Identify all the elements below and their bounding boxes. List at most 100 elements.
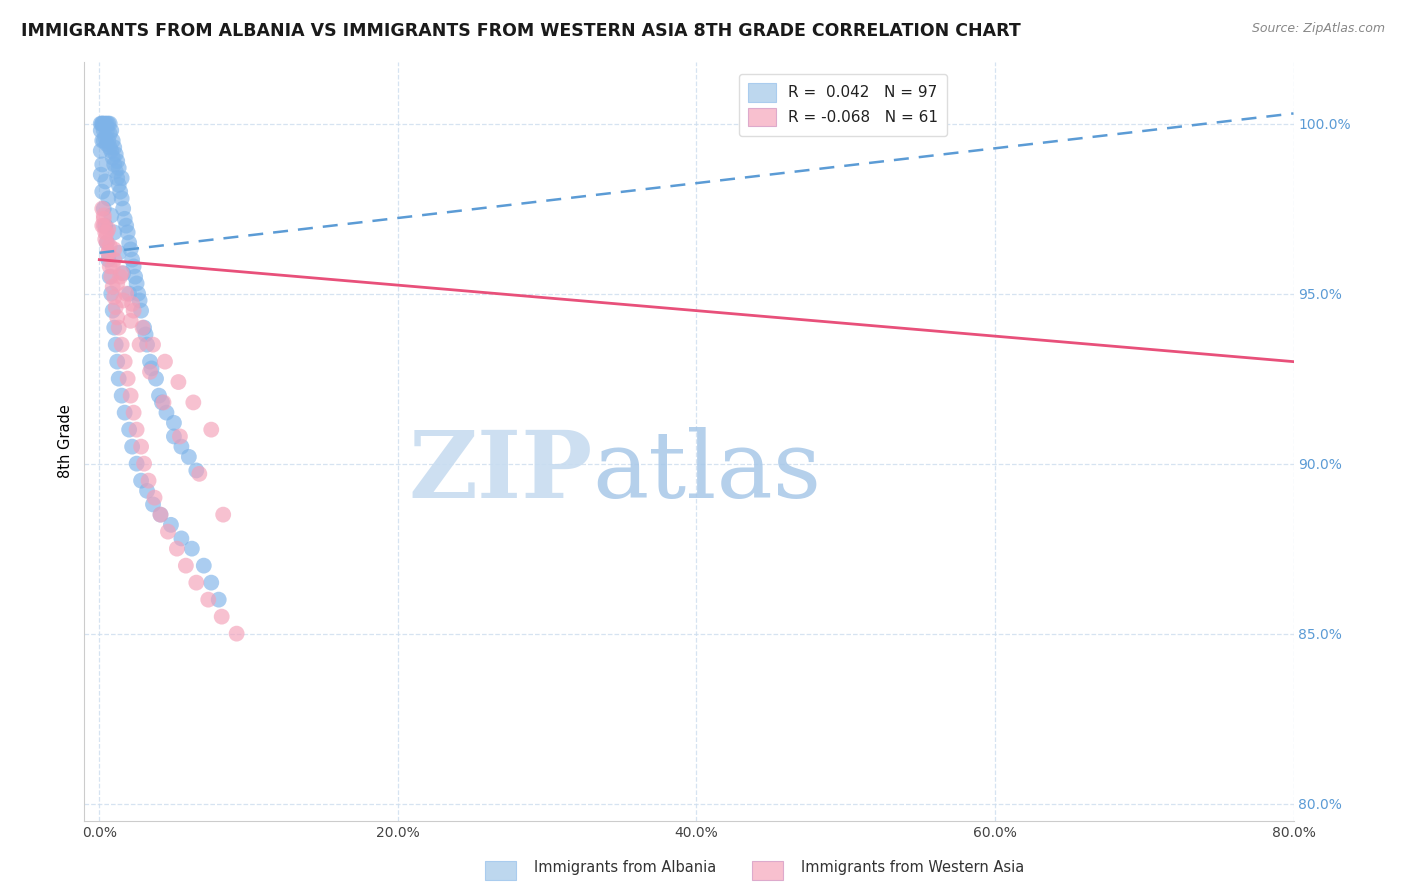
Point bbox=[197, 592, 219, 607]
Text: ZIP: ZIP bbox=[408, 427, 592, 516]
Text: Immigrants from Western Asia: Immigrants from Western Asia bbox=[801, 861, 1025, 875]
Point bbox=[94, 219, 117, 233]
Point bbox=[108, 269, 131, 284]
Point bbox=[104, 337, 127, 351]
Point bbox=[97, 191, 120, 205]
Point bbox=[115, 286, 138, 301]
Point bbox=[104, 147, 127, 161]
Point bbox=[94, 232, 117, 246]
Point bbox=[225, 626, 247, 640]
Point bbox=[101, 303, 124, 318]
Point bbox=[100, 286, 122, 301]
Point bbox=[142, 498, 165, 512]
Point bbox=[112, 266, 135, 280]
Point bbox=[107, 161, 129, 175]
Point bbox=[105, 310, 128, 325]
Point bbox=[193, 558, 215, 573]
Point bbox=[125, 457, 148, 471]
Point bbox=[121, 440, 143, 454]
Point bbox=[136, 337, 159, 351]
Point bbox=[97, 245, 120, 260]
Point bbox=[131, 320, 153, 334]
Point bbox=[103, 320, 125, 334]
Point bbox=[117, 226, 139, 240]
Legend: R =  0.042   N = 97, R = -0.068   N = 61: R = 0.042 N = 97, R = -0.068 N = 61 bbox=[740, 74, 948, 136]
Point bbox=[90, 117, 112, 131]
Point bbox=[104, 164, 127, 178]
Point bbox=[111, 337, 134, 351]
Point bbox=[100, 144, 122, 158]
Point bbox=[107, 320, 129, 334]
Point bbox=[93, 209, 115, 223]
Point bbox=[91, 117, 114, 131]
Point bbox=[141, 361, 163, 376]
Point bbox=[125, 423, 148, 437]
Point bbox=[170, 440, 193, 454]
Point bbox=[138, 474, 160, 488]
Point bbox=[155, 406, 177, 420]
Point bbox=[108, 185, 131, 199]
Point bbox=[139, 354, 162, 368]
Point bbox=[212, 508, 235, 522]
Point bbox=[121, 252, 143, 267]
Point bbox=[105, 171, 128, 186]
Point bbox=[127, 286, 149, 301]
Point bbox=[149, 508, 172, 522]
Point bbox=[94, 130, 117, 145]
Point bbox=[152, 395, 174, 409]
Point bbox=[97, 245, 120, 260]
Point bbox=[125, 277, 148, 291]
Point bbox=[96, 226, 118, 240]
Point bbox=[128, 337, 150, 351]
Point bbox=[91, 117, 114, 131]
Point bbox=[101, 151, 124, 165]
Point bbox=[186, 463, 208, 477]
Point bbox=[94, 174, 117, 188]
Point bbox=[96, 235, 118, 250]
Point bbox=[93, 211, 115, 226]
Point bbox=[104, 300, 127, 314]
Point bbox=[114, 211, 136, 226]
Point bbox=[98, 260, 121, 274]
Point bbox=[98, 239, 121, 253]
Point bbox=[105, 154, 128, 169]
Text: IMMIGRANTS FROM ALBANIA VS IMMIGRANTS FROM WESTERN ASIA 8TH GRADE CORRELATION CH: IMMIGRANTS FROM ALBANIA VS IMMIGRANTS FR… bbox=[21, 22, 1021, 40]
Point bbox=[98, 140, 121, 154]
Point bbox=[150, 395, 173, 409]
Point bbox=[101, 260, 124, 274]
Point bbox=[174, 558, 197, 573]
Point bbox=[93, 202, 115, 216]
Point bbox=[107, 371, 129, 385]
Point bbox=[103, 290, 125, 304]
Point bbox=[163, 429, 186, 443]
Point bbox=[91, 219, 114, 233]
Point bbox=[103, 140, 125, 154]
Point bbox=[100, 123, 122, 137]
Point bbox=[93, 134, 115, 148]
Point bbox=[129, 303, 152, 318]
Point bbox=[114, 406, 136, 420]
Point bbox=[111, 389, 134, 403]
Point bbox=[129, 474, 152, 488]
Point bbox=[200, 575, 222, 590]
Point bbox=[166, 541, 188, 556]
Point bbox=[149, 508, 172, 522]
Point bbox=[128, 293, 150, 308]
Point bbox=[103, 252, 125, 267]
Point bbox=[120, 314, 142, 328]
Point bbox=[90, 123, 112, 137]
Point bbox=[117, 371, 139, 385]
Point bbox=[111, 266, 134, 280]
Point bbox=[90, 144, 112, 158]
Point bbox=[91, 185, 114, 199]
Point bbox=[120, 389, 142, 403]
Point bbox=[111, 191, 134, 205]
Point bbox=[153, 354, 176, 368]
Point bbox=[98, 269, 121, 284]
Point bbox=[101, 134, 124, 148]
Point bbox=[122, 303, 145, 318]
Point bbox=[118, 423, 141, 437]
Point bbox=[112, 293, 135, 308]
Point bbox=[121, 297, 143, 311]
Point bbox=[103, 157, 125, 171]
